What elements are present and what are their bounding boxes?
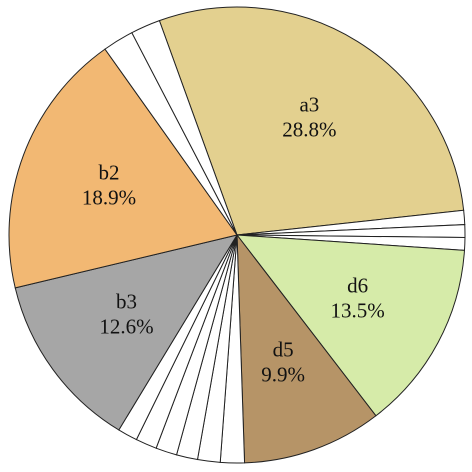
slice-label: d6: [347, 273, 368, 297]
value-label: 18.9%: [82, 186, 136, 210]
pie-slice: [8, 48, 238, 289]
pie-slice: [131, 19, 238, 236]
pie-slice: [236, 233, 377, 464]
pie-slice: [14, 234, 239, 431]
slice-label: a3: [299, 93, 319, 117]
pie-slice: [235, 234, 466, 417]
slice-label: d5: [273, 338, 294, 362]
value-label: 13.5%: [330, 298, 384, 322]
slice-label: b2: [98, 161, 119, 185]
value-label: 12.6%: [99, 314, 153, 338]
value-label: 9.9%: [261, 363, 305, 387]
pie-slice: [158, 6, 465, 236]
value-label: 28.8%: [282, 118, 336, 142]
slice-label: b3: [116, 289, 137, 313]
